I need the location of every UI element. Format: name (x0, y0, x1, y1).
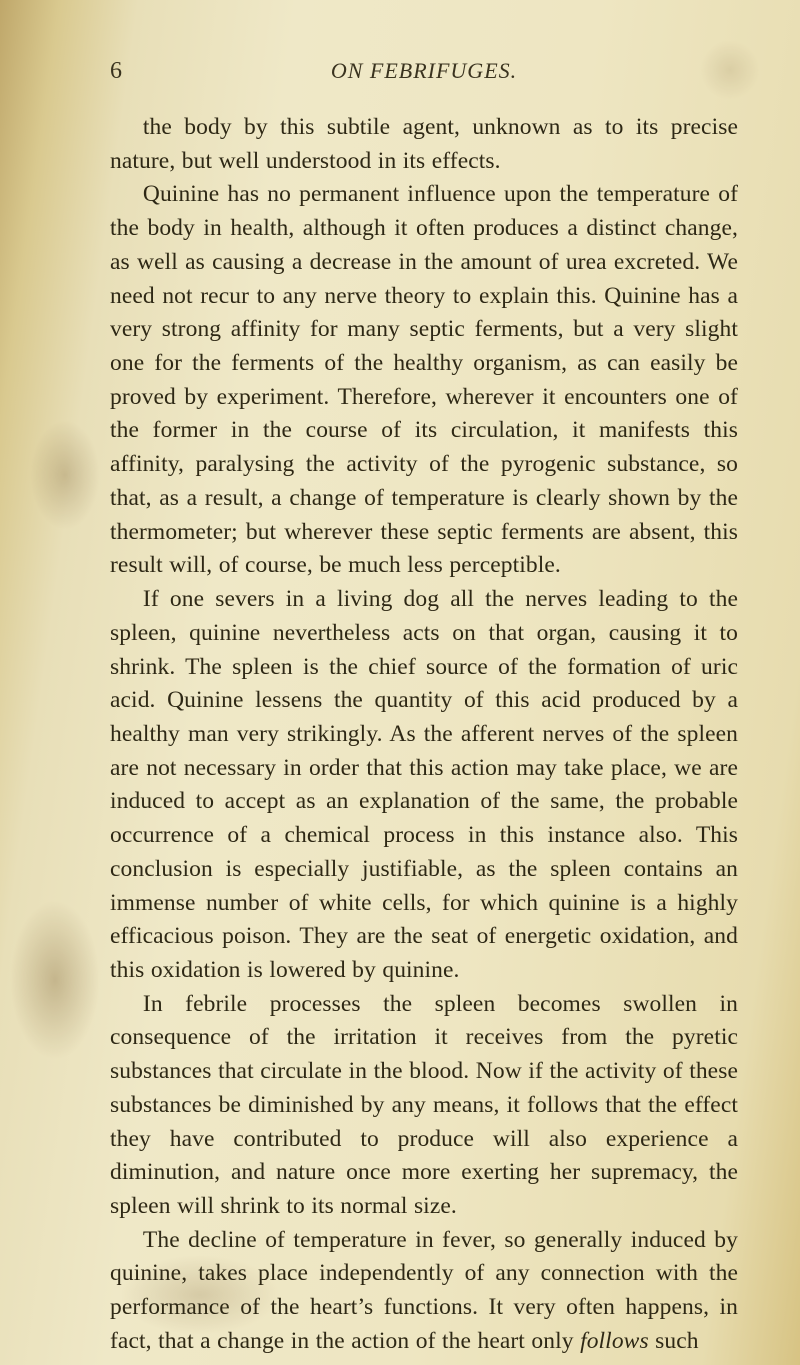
paragraph: Quinine has no permanent influence upon … (110, 178, 738, 583)
paragraph: If one severs in a living dog all the ne… (110, 583, 738, 988)
paragraph: The decline of temperature in fever, so … (110, 1224, 738, 1359)
italic-word: follows (580, 1328, 649, 1354)
running-title: ON FEBRIFUGES. (150, 58, 738, 84)
page-container: 6 ON FEBRIFUGES. the body by this subtil… (0, 0, 800, 1365)
page-number: 6 (110, 58, 150, 85)
page-header: 6 ON FEBRIFUGES. (110, 58, 738, 85)
paragraph: the body by this subtile agent, unknown … (110, 111, 738, 178)
paragraph: In febrile processes the spleen becomes … (110, 988, 738, 1224)
body-text: the body by this subtile agent, unknown … (110, 111, 738, 1359)
